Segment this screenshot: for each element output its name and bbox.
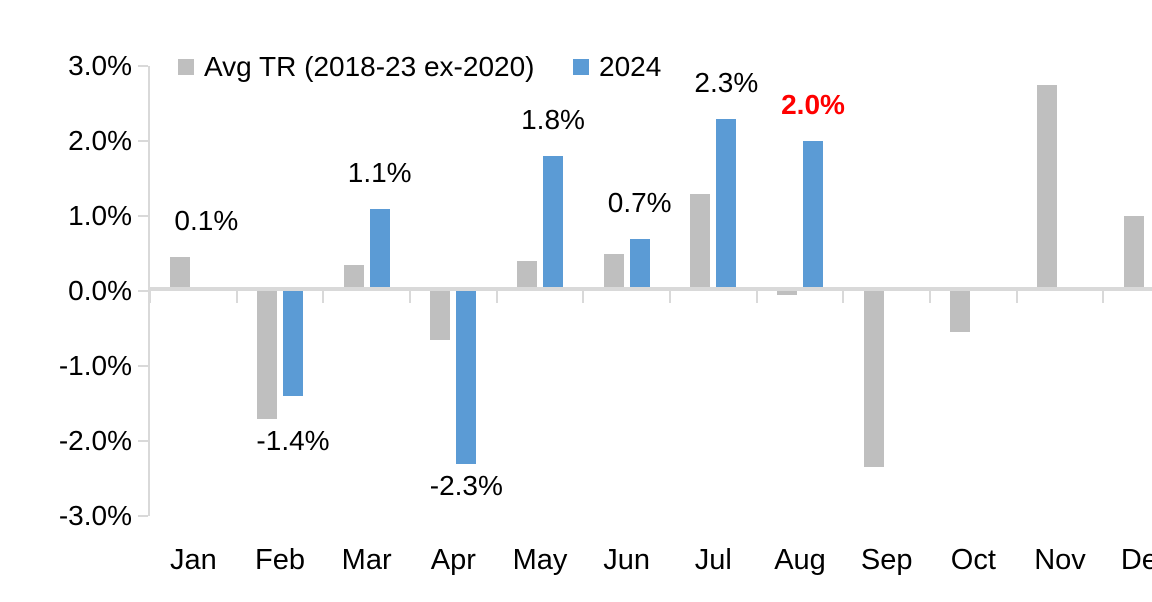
y-tick-label: -1.0% [58, 350, 132, 381]
value-label-aug: 2.0% [781, 89, 845, 120]
y-tick [138, 365, 148, 367]
y-tick [138, 440, 148, 442]
month-label-apr: Apr [430, 544, 476, 576]
y-tick [138, 515, 148, 517]
legend-swatch-avg-tr [178, 59, 194, 75]
month-label-may: May [512, 544, 568, 576]
legend-item-2024: 2024 [573, 49, 661, 85]
bar-2024-apr [456, 291, 477, 464]
month-label-jan: Jan [169, 544, 217, 576]
month-label-feb: Feb [255, 544, 305, 576]
x-tick [929, 291, 931, 303]
x-tick [755, 291, 758, 303]
value-label-jul: 2.3% [694, 66, 759, 98]
month-label-jun: Jun [603, 544, 651, 576]
bar-avg-may [517, 261, 537, 291]
month-label-oct: Oct [950, 544, 996, 576]
value-label-feb: -1.4% [256, 424, 330, 456]
y-tick-label: -2.0% [58, 425, 132, 456]
y-tick-label: 2.0% [68, 125, 132, 156]
month-label-jul: Jul [694, 544, 732, 576]
bar-avg-oct [950, 291, 971, 333]
y-tick [138, 290, 148, 292]
x-tick [669, 291, 671, 303]
bar-avg-jun [603, 253, 624, 291]
y-tick [138, 65, 148, 67]
legend-item-avg-tr: Avg TR (2018-23 ex-2020) [178, 49, 535, 85]
bar-avg-sep [863, 291, 884, 468]
bar-avg-feb [257, 291, 277, 419]
bar-avg-apr [430, 291, 451, 340]
legend: Avg TR (2018-23 ex-2020) 2024 [40, 49, 1152, 85]
monthly-returns-bar-chart: Avg TR (2018-23 ex-2020) 2024 3.0% 2.0% 1.… [40, 16, 1152, 586]
month-label-sep: Sep [860, 544, 913, 576]
legend-label-2024: 2024 [599, 51, 662, 82]
x-tick [582, 291, 585, 303]
bar-2024-jul [716, 118, 737, 291]
x-tick [1015, 291, 1018, 303]
month-label-mar: Mar [341, 544, 392, 576]
x-tick [842, 291, 845, 303]
x-tick [322, 291, 325, 303]
x-tick [409, 291, 411, 303]
y-tick-label: 3.0% [68, 50, 132, 81]
value-label-may: 1.8% [521, 104, 585, 135]
value-label-jan: 0.1% [174, 205, 239, 237]
y-tick-label: 1.0% [68, 200, 132, 231]
value-label-apr: -2.3% [429, 469, 503, 501]
bar-avg-nov [1037, 84, 1057, 291]
bar-2024-aug [803, 141, 823, 291]
x-tick [1102, 291, 1105, 303]
x-axis-zero-line [150, 287, 1152, 291]
bar-2024-jun [629, 238, 650, 291]
month-label-dec: Dec [1120, 544, 1152, 576]
bar-2024-feb [283, 291, 303, 396]
y-tick [138, 215, 148, 217]
bar-avg-dec [1123, 216, 1144, 291]
y-tick [138, 140, 148, 142]
bar-avg-jan [170, 257, 191, 291]
value-label-jun: 0.7% [607, 186, 672, 218]
bar-avg-mar [343, 264, 364, 291]
x-tick [149, 291, 151, 303]
value-label-mar: 1.1% [347, 156, 412, 188]
x-tick [495, 291, 498, 303]
bar-2024-may [543, 156, 563, 291]
month-label-aug: Aug [774, 544, 826, 576]
legend-label-avg-tr: Avg TR (2018-23 ex-2020) [204, 51, 535, 82]
month-label-nov: Nov [1034, 544, 1086, 576]
legend-swatch-2024 [573, 59, 589, 75]
y-tick-label: -3.0% [58, 500, 132, 531]
bar-avg-aug [777, 291, 797, 295]
x-tick [235, 291, 238, 303]
bar-2024-mar [369, 208, 390, 291]
y-tick-label: 0.0% [68, 275, 132, 306]
bar-avg-jul [690, 193, 711, 291]
